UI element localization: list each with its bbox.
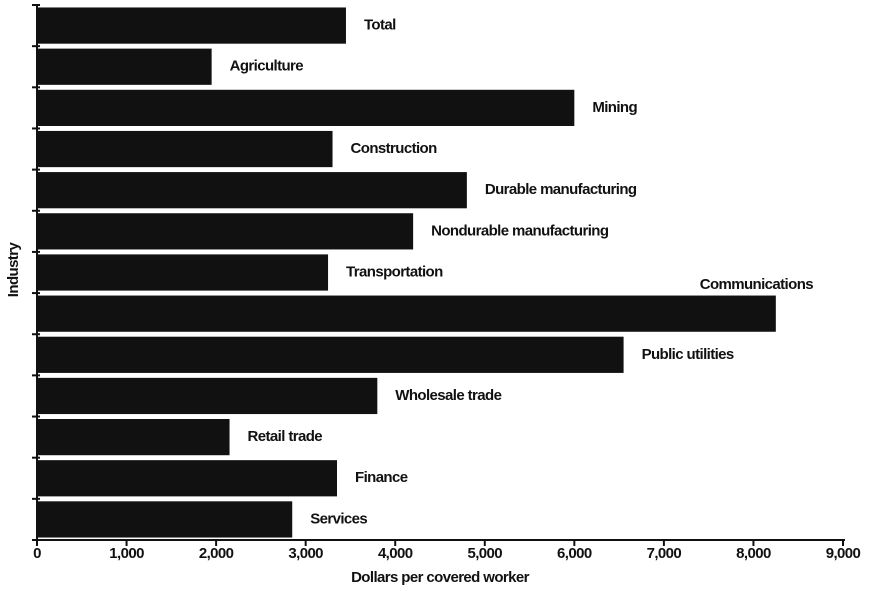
bar <box>37 419 230 456</box>
bar-label: Agriculture <box>230 58 304 75</box>
x-tick-label: 8,000 <box>736 545 771 562</box>
bar <box>37 48 212 85</box>
bar <box>37 501 293 538</box>
bar-label: Wholesale trade <box>395 387 501 404</box>
y-axis-label: Industry <box>5 242 22 298</box>
x-tick-label: 1,000 <box>109 545 144 562</box>
bar <box>37 460 338 497</box>
bar-label: Mining <box>592 99 637 116</box>
x-tick-label: 0 <box>33 545 41 562</box>
bar-label: Construction <box>351 140 438 157</box>
bar-label: Total <box>364 17 396 34</box>
x-tick-label: 2,000 <box>199 545 234 562</box>
bar-label: Nondurable manufacturing <box>431 222 609 239</box>
x-tick-label: 4,000 <box>378 545 413 562</box>
bar <box>37 89 575 126</box>
bar-label: Finance <box>355 469 408 486</box>
x-tick-label: 6,000 <box>557 545 592 562</box>
x-tick-label: 7,000 <box>647 545 682 562</box>
bar-label: Retail trade <box>248 428 323 445</box>
bar <box>37 213 414 250</box>
x-tick-label: 3,000 <box>288 545 323 562</box>
bar <box>37 377 378 415</box>
bar <box>37 130 333 168</box>
bar-label: Communications <box>700 276 814 293</box>
bar <box>37 7 346 44</box>
bar <box>37 254 329 291</box>
bar-label: Durable manufacturing <box>485 181 637 198</box>
x-axis-label: Dollars per covered worker <box>351 569 530 586</box>
bar <box>37 336 624 373</box>
bar-label: Services <box>310 510 367 527</box>
bar <box>37 172 467 209</box>
bar-label: Public utilities <box>642 346 734 363</box>
x-tick-label: 9,000 <box>826 545 861 562</box>
bar <box>37 295 776 332</box>
bar-label: Transportation <box>346 263 443 280</box>
x-tick-label: 5,000 <box>468 545 503 562</box>
